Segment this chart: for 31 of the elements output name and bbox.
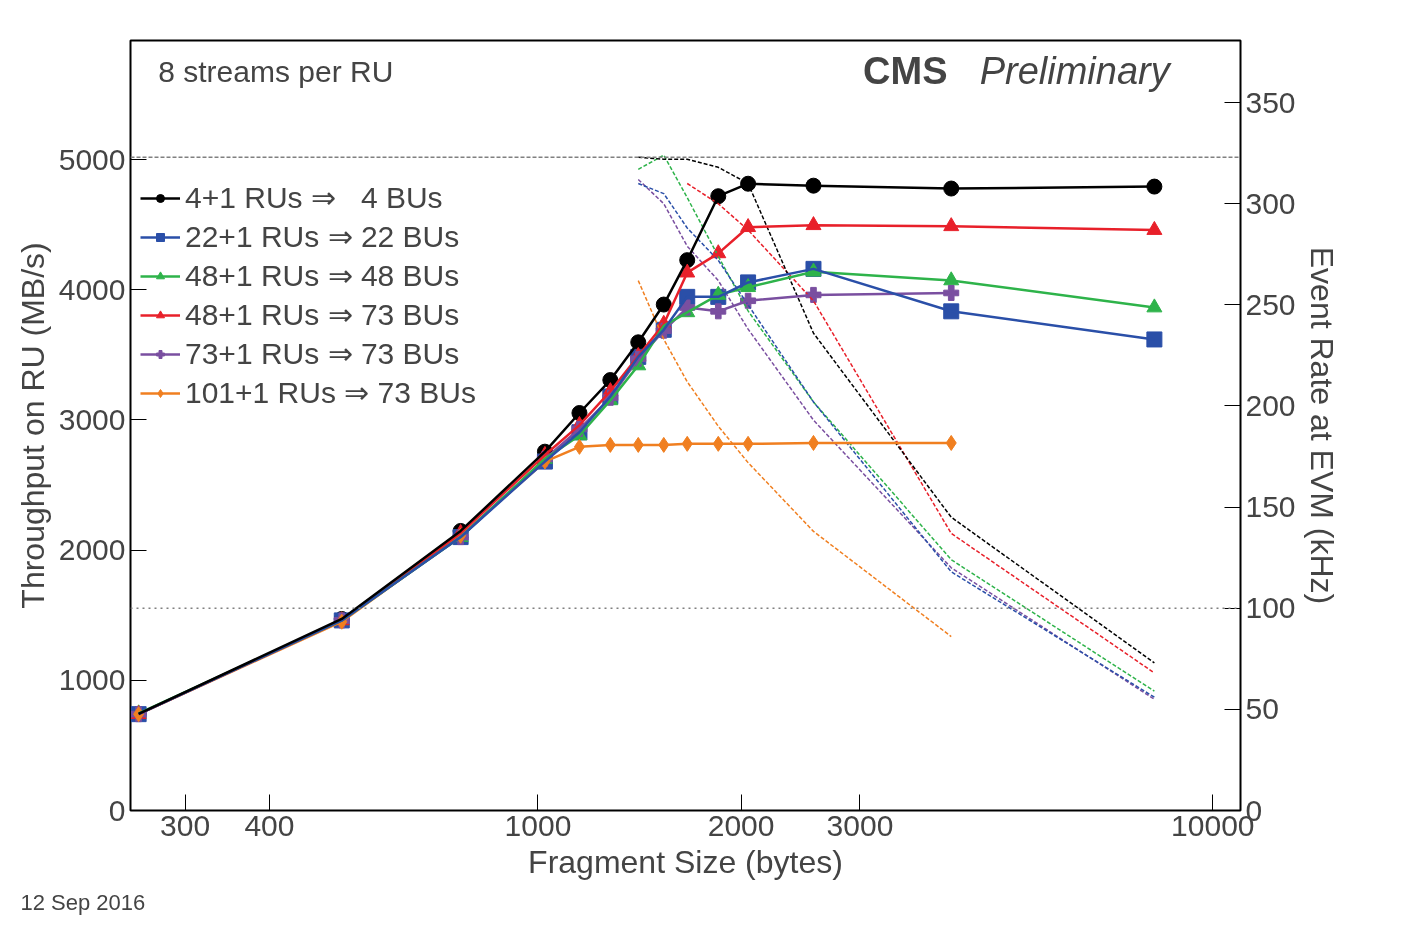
- y-axis-title: Throughput on RU (MB/s): [14, 242, 51, 609]
- y2-axis-title: Event Rate at EVM (kHz): [1303, 246, 1340, 605]
- y2-tick-label: 300: [1245, 186, 1296, 220]
- y2-tick-label: 100: [1245, 591, 1296, 625]
- x-tick-label: 400: [244, 808, 295, 842]
- legend-label: 22+1 RUs ⇒ 22 BUs: [185, 219, 460, 254]
- y2-tick-label: 250: [1245, 287, 1296, 321]
- x-tick-label: 3000: [826, 808, 894, 842]
- legend-label: 48+1 RUs ⇒ 48 BUs: [185, 258, 460, 293]
- y-tick-label: 0: [108, 793, 126, 827]
- y2-tick-label: 50: [1245, 692, 1279, 726]
- y-tick-label: 1000: [58, 663, 126, 697]
- annotation: Preliminary: [979, 50, 1172, 93]
- x-tick-label: 1000: [504, 808, 572, 842]
- y2-tick-label: 150: [1245, 490, 1296, 524]
- legend-label: 4+1 RUs ⇒ 4 BUs: [185, 180, 443, 215]
- annotation: CMS: [863, 50, 948, 93]
- y-tick-label: 5000: [58, 142, 126, 176]
- y-tick-label: 4000: [58, 272, 126, 306]
- legend-label: 48+1 RUs ⇒ 73 BUs: [185, 297, 460, 332]
- y2-tick-label: 350: [1245, 85, 1296, 119]
- annotation: 8 streams per RU: [158, 54, 394, 88]
- x-axis-title: Fragment Size (bytes): [528, 843, 843, 880]
- legend-label: 101+1 RUs ⇒ 73 BUs: [185, 375, 476, 410]
- y2-tick-label: 200: [1245, 388, 1296, 422]
- x-tick-label: 300: [160, 808, 211, 842]
- y-tick-label: 3000: [58, 402, 126, 436]
- legend-label: 73+1 RUs ⇒ 73 BUs: [185, 336, 460, 371]
- y-tick-label: 2000: [58, 533, 126, 567]
- text: 12 Sep 2016: [20, 889, 146, 915]
- x-tick-label: 2000: [707, 808, 775, 842]
